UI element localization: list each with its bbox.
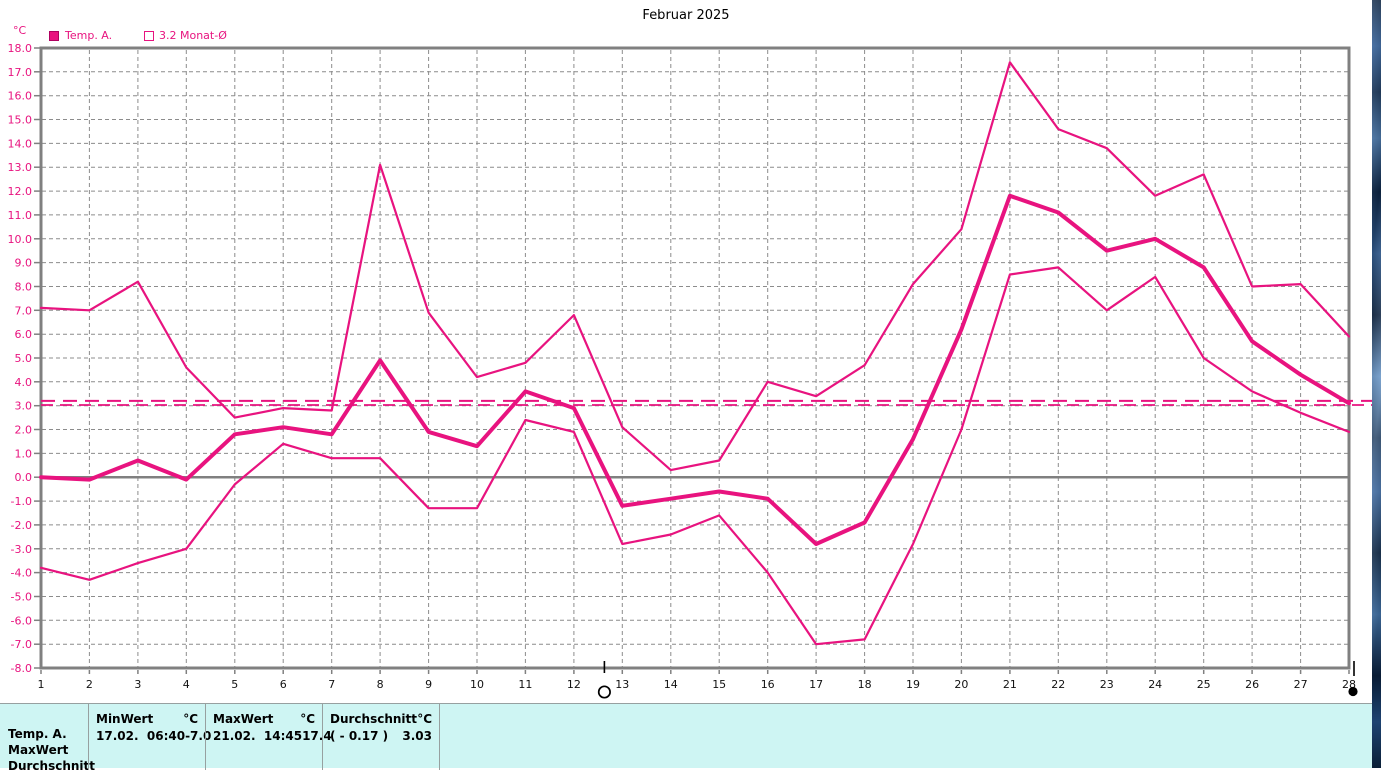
y-tick-label: 0.0 — [15, 471, 33, 484]
stats-table: Temp. A. MaxWert Durchschnitt MinWert °C… — [0, 703, 1372, 773]
temp-series-swatch-icon — [49, 31, 59, 41]
y-tick-label: 3.0 — [15, 400, 33, 413]
y-tick-label: -5.0 — [11, 591, 32, 604]
maxwert-unit: °C — [300, 712, 315, 726]
x-tick-label: 13 — [615, 678, 629, 691]
x-tick-label: 20 — [954, 678, 968, 691]
y-tick-label: 6.0 — [15, 328, 33, 341]
temp-avg-line — [39, 193, 1351, 546]
x-tick-label: 4 — [183, 678, 190, 691]
x-tick-label: 9 — [425, 678, 432, 691]
temperature-line-chart: 18.017.016.015.014.013.012.011.010.09.08… — [8, 42, 1372, 699]
x-tick-label: 26 — [1245, 678, 1259, 691]
maxwert-value: 17.4 — [302, 729, 332, 743]
max-line — [39, 61, 1351, 472]
row-label-temp: Temp. A. — [8, 727, 67, 741]
x-tick-label: 15 — [712, 678, 726, 691]
y-tick-label: 4.0 — [15, 376, 33, 389]
y-tick-label: 7.0 — [15, 304, 33, 317]
min-line — [39, 266, 1351, 646]
maxwert-header: MaxWert — [213, 712, 274, 726]
x-tick-label: 6 — [280, 678, 287, 691]
x-tick-label: 23 — [1100, 678, 1114, 691]
y-tick-label: 5.0 — [15, 352, 33, 365]
y-tick-label: 18.0 — [8, 42, 33, 55]
x-tick-label: 5 — [231, 678, 238, 691]
cursor-marker-filled-icon[interactable] — [1348, 686, 1358, 697]
monthly-avg-label: 3.2 Monat-Ø — [159, 29, 227, 42]
y-tick-label: 10.0 — [8, 233, 33, 246]
x-tick-label: 10 — [470, 678, 484, 691]
x-tick-label: 18 — [858, 678, 872, 691]
durchschnitt-header: Durchschnitt — [330, 712, 418, 726]
table-row-labels: Temp. A. MaxWert Durchschnitt — [8, 726, 95, 774]
durchschnitt-column: Durchschnitt °C ( - 0.17 ) 3.03 — [322, 704, 440, 770]
durchschnitt-value: 3.03 — [402, 729, 432, 743]
y-tick-label: 13.0 — [8, 161, 33, 174]
y-axis-unit-label: °C — [13, 24, 27, 37]
x-tick-label: 24 — [1148, 678, 1162, 691]
y-tick-label: 15.0 — [8, 114, 33, 127]
x-tick-label: 2 — [86, 678, 93, 691]
x-tick-label: 19 — [906, 678, 920, 691]
x-tick-label: 27 — [1294, 678, 1308, 691]
x-tick-label: 22 — [1051, 678, 1065, 691]
temp-series-label: Temp. A. — [65, 29, 113, 42]
durchschnitt-unit: °C — [417, 712, 432, 726]
row-label-maxwert: MaxWert — [8, 743, 69, 757]
plot-frame — [39, 46, 1351, 670]
y-tick-label: -2.0 — [11, 519, 32, 532]
x-tick-label: 3 — [134, 678, 141, 691]
y-tick-label: 12.0 — [8, 185, 33, 198]
y-tick-label: -3.0 — [11, 543, 32, 556]
x-tick-label: 11 — [518, 678, 532, 691]
x-tick-label: 16 — [761, 678, 775, 691]
minwert-value: -7.0 — [185, 729, 212, 743]
cursor-marker-open-icon[interactable] — [597, 685, 611, 699]
y-tick-label: -6.0 — [11, 614, 32, 627]
desktop-wallpaper-strip — [1372, 0, 1381, 768]
x-tick-label: 7 — [328, 678, 335, 691]
durchschnitt-deviation: ( - 0.17 ) — [330, 729, 389, 743]
minwert-column: MinWert °C 17.02. 06:40 -7.0 — [88, 704, 211, 770]
monthly-avg-swatch-icon — [144, 31, 154, 41]
y-tick-label: -4.0 — [11, 567, 32, 580]
y-tick-label: 8.0 — [15, 281, 33, 294]
x-tick-label: 14 — [664, 678, 678, 691]
maxwert-date: 21.02. 14:45 — [213, 729, 303, 743]
x-tick-label: 21 — [1003, 678, 1017, 691]
y-tick-label: 11.0 — [8, 209, 33, 222]
x-tick-label: 17 — [809, 678, 823, 691]
maxwert-column: MaxWert °C 21.02. 14:45 17.4 — [205, 704, 332, 770]
x-tick-label: 12 — [567, 678, 581, 691]
y-tick-label: -7.0 — [11, 638, 32, 651]
y-tick-label: 1.0 — [15, 447, 33, 460]
x-tick-label: 1 — [38, 678, 45, 691]
minwert-unit: °C — [183, 712, 198, 726]
y-tick-label: 17.0 — [8, 66, 33, 79]
row-label-durchschnitt: Durchschnitt — [8, 759, 96, 773]
y-tick-label: 14.0 — [8, 137, 33, 150]
minwert-header: MinWert — [96, 712, 154, 726]
chart-title: Februar 2025 — [642, 8, 730, 23]
y-tick-label: 9.0 — [15, 257, 33, 270]
y-tick-label: 2.0 — [15, 424, 33, 437]
y-tick-label: -8.0 — [11, 662, 32, 675]
y-tick-label: 16.0 — [8, 90, 33, 103]
minwert-date: 17.02. 06:40 — [96, 729, 186, 743]
x-tick-label: 25 — [1197, 678, 1211, 691]
y-tick-label: -1.0 — [11, 495, 32, 508]
x-tick-label: 8 — [377, 678, 384, 691]
